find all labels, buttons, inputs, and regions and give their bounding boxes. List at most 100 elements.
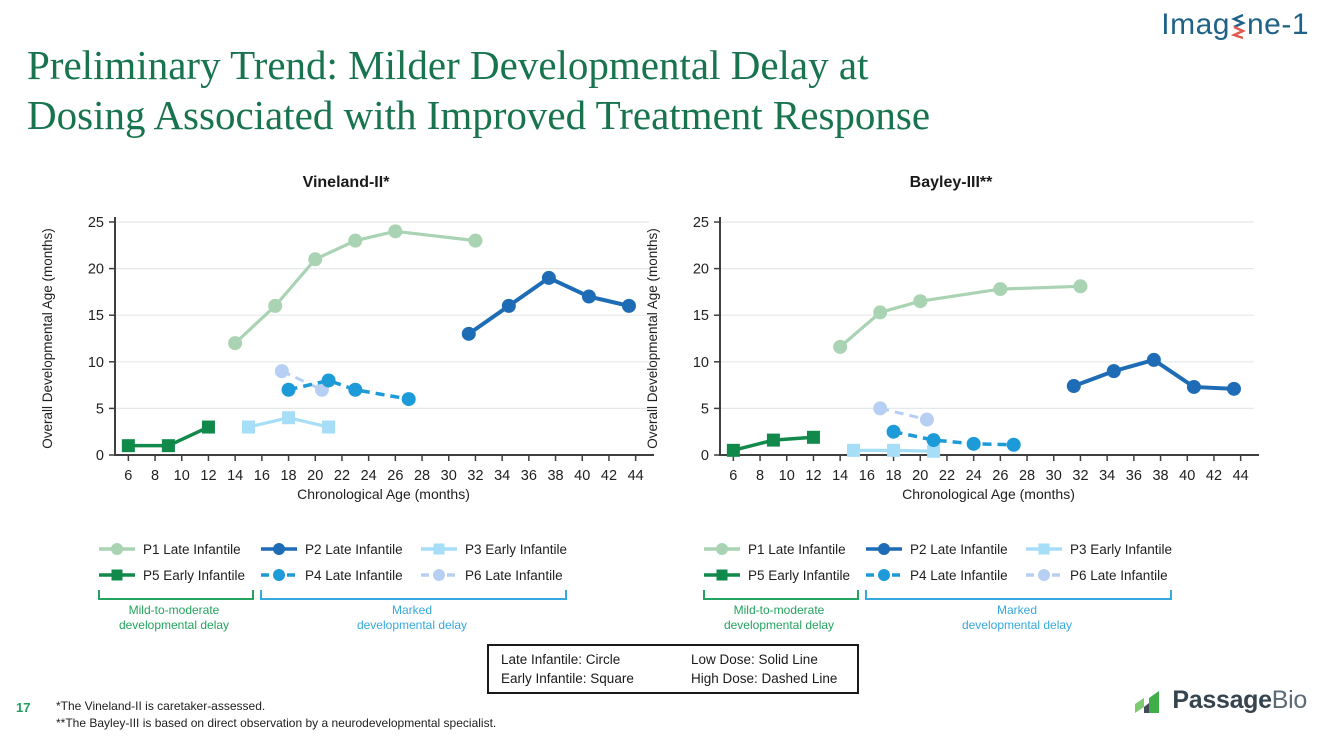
passage-bio-logo: PassageBio [1132, 686, 1307, 715]
svg-text:22: 22 [939, 468, 955, 484]
svg-text:10: 10 [779, 468, 795, 484]
p6-marker-icon [421, 569, 457, 581]
vineland-chart: 0 5 10 15 20 25 6 8 10 12 14 16 18 20 22 24 26 28 30 32 34 36… [40, 215, 654, 484]
vineland-chart-block: Vineland-II* 0 5 10 15 20 25 6 8 10 12 14 16 18 20 22 2… [36, 174, 656, 656]
svg-text:30: 30 [1046, 468, 1062, 484]
passage-word: Passage [1172, 686, 1272, 714]
svg-text:16: 16 [254, 468, 270, 484]
legend-label: P1 Late Infantile [143, 541, 241, 557]
svg-text:28: 28 [414, 468, 430, 484]
legend-item-p3: P3 Early Infantile [1025, 536, 1261, 562]
mild-caption-line1: Mild-to-moderate [128, 603, 220, 617]
legend-item-p1: P1 Late Infantile [703, 536, 865, 562]
mild-delay-bracket [703, 590, 859, 600]
mild-caption-line2: developmental delay [118, 618, 230, 632]
mild-delay-bracket [98, 590, 254, 600]
legend-item-p2: P2 Late Infantile [865, 536, 1025, 562]
marked-caption-line1: Marked [391, 603, 432, 617]
legend-label: P5 Early Infantile [748, 567, 851, 583]
vineland-delay-brackets: Mild-to-moderate developmental delay Mar… [36, 590, 656, 656]
svg-text:0: 0 [96, 448, 104, 464]
p3-marker-icon [421, 543, 457, 555]
marked-caption-line1: Marked [996, 603, 1037, 617]
svg-text:32: 32 [1072, 468, 1088, 484]
page-number: 17 [16, 700, 31, 715]
svg-text:22: 22 [334, 468, 350, 484]
svg-text:34: 34 [1099, 468, 1115, 484]
svg-text:38: 38 [1152, 468, 1168, 484]
key-low-dose: Low Dose: Solid Line [691, 652, 818, 667]
bayley-chart: 0 5 10 15 20 25 6 8 10 12 14 16 18 20 22 24 26 28 30 32 34 36… [645, 215, 1259, 484]
svg-text:26: 26 [387, 468, 403, 484]
p6-marker-icon [1026, 569, 1062, 581]
svg-text:20: 20 [88, 262, 104, 278]
key-late-infantile: Late Infantile: Circle [501, 652, 621, 667]
svg-text:18: 18 [280, 468, 296, 484]
legend-label: P4 Late Infantile [910, 567, 1008, 583]
footnotes: *The Vineland-II is caretaker-assessed. … [56, 698, 496, 732]
p2-marker-icon [261, 543, 297, 555]
svg-text:24: 24 [966, 468, 982, 484]
legend-label: P3 Early Infantile [1070, 541, 1173, 557]
svg-text:20: 20 [693, 262, 709, 278]
svg-text:6: 6 [729, 468, 737, 484]
marked-delay-bracket [865, 590, 1172, 600]
legend-label: P2 Late Infantile [305, 541, 403, 557]
passage-bio-mark-icon [1135, 690, 1160, 713]
legend-item-p3: P3 Early Infantile [420, 536, 656, 562]
svg-text:44: 44 [628, 468, 644, 484]
key-early-infantile: Early Infantile: Square [501, 671, 634, 686]
footnote-bayley: **The Bayley-III is based on direct obse… [56, 716, 497, 730]
svg-text:18: 18 [885, 468, 901, 484]
svg-text:10: 10 [693, 355, 709, 371]
svg-text:15: 15 [88, 308, 104, 324]
svg-text:10: 10 [174, 468, 190, 484]
title-line-2: Dosing Associated with Improved Treatmen… [27, 92, 931, 138]
p1-marker-icon [99, 543, 135, 555]
bayley-chart-title: Bayley-III** [909, 174, 993, 191]
marked-caption-line2: developmental delay [961, 618, 1073, 632]
marker-dose-key-box: Late Infantile: Circle Low Dose: Solid L… [487, 644, 859, 694]
vineland-legend: P1 Late Infantile P2 Late Infantile P3 E… [36, 536, 656, 588]
legend-item-p4: P4 Late Infantile [865, 562, 1025, 588]
mild-delay-caption: Mild-to-moderate developmental delay [679, 603, 879, 633]
imagine-logo-text-right: ne-1 [1246, 8, 1309, 41]
vineland-chart-title: Vineland-II* [302, 174, 390, 191]
legend-label: P6 Late Infantile [1070, 567, 1168, 583]
svg-text:25: 25 [88, 215, 104, 231]
svg-text:25: 25 [693, 215, 709, 231]
legend-item-p5: P5 Early Infantile [703, 562, 865, 588]
svg-text:26: 26 [992, 468, 1008, 484]
svg-text:14: 14 [227, 468, 243, 484]
bio-word: Bio [1271, 686, 1308, 714]
legend-item-p1: P1 Late Infantile [98, 536, 260, 562]
svg-text:40: 40 [574, 468, 590, 484]
bayley-chart-block: Bayley-III** 0 5 10 15 20 25 6 8 10 12 14 16 18 20 22 2… [641, 174, 1261, 656]
legend-label: P5 Early Infantile [143, 567, 246, 583]
legend-item-p2: P2 Late Infantile [260, 536, 420, 562]
svg-text:36: 36 [1126, 468, 1142, 484]
p1-marker-icon [704, 543, 740, 555]
marked-delay-caption: Marked developmental delay [262, 603, 562, 633]
bayley-legend: P1 Late Infantile P2 Late Infantile P3 E… [641, 536, 1261, 588]
passage-bio-wordmark: PassageBio [1172, 686, 1307, 715]
svg-text:8: 8 [756, 468, 764, 484]
legend-item-p6: P6 Late Infantile [1025, 562, 1261, 588]
bayley-delay-brackets: Mild-to-moderate developmental delay Mar… [641, 590, 1261, 656]
mild-caption-line2: developmental delay [723, 618, 835, 632]
legend-label: P2 Late Infantile [910, 541, 1008, 557]
bayley-x-axis-label: Chronological Age (months) [902, 486, 1075, 502]
title-line-1: Preliminary Trend: Milder Developmental … [27, 42, 869, 88]
p5-marker-icon [99, 569, 135, 581]
legend-label: P3 Early Infantile [465, 541, 568, 557]
vineland-x-axis-label: Chronological Age (months) [297, 486, 470, 502]
svg-text:6: 6 [124, 468, 132, 484]
svg-text:42: 42 [1206, 468, 1222, 484]
imagine-logo-text-left: Imag [1161, 8, 1230, 41]
legend-item-p5: P5 Early Infantile [98, 562, 260, 588]
legend-item-p6: P6 Late Infantile [420, 562, 656, 588]
svg-text:20: 20 [307, 468, 323, 484]
dna-helix-icon [1230, 13, 1246, 39]
svg-text:8: 8 [151, 468, 159, 484]
